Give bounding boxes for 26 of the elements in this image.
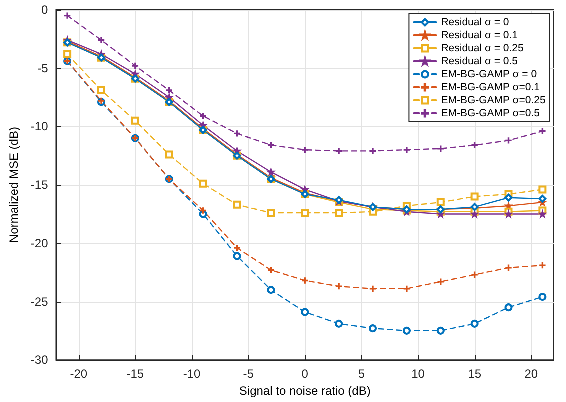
y-tick-label: -30 bbox=[30, 353, 49, 368]
x-tick-label: -15 bbox=[126, 367, 144, 382]
y-tick-label: -20 bbox=[30, 236, 49, 250]
legend-label: EM-BG-GAMP σ = 0 bbox=[441, 68, 538, 80]
x-tick-label: 15 bbox=[468, 367, 482, 382]
x-axis-title: Signal to noise ratio (dB) bbox=[239, 384, 371, 398]
x-tick-label: 0 bbox=[302, 367, 309, 382]
y-tick-label: 0 bbox=[42, 3, 49, 17]
y-tick-label: -25 bbox=[30, 294, 49, 309]
x-tick-label: 20 bbox=[524, 367, 538, 382]
legend-label: EM-BG-GAMP σ=0.5 bbox=[441, 108, 540, 120]
legend-label: Residual σ = 0 bbox=[441, 16, 510, 28]
x-tick-label: -10 bbox=[183, 367, 201, 382]
y-tick-label: -15 bbox=[30, 178, 49, 192]
x-tick-label: 5 bbox=[358, 367, 366, 382]
legend-label: Residual σ = 0.1 bbox=[441, 30, 518, 42]
y-axis-title: Normalized MSE (dB) bbox=[7, 127, 21, 244]
x-tick-label: 10 bbox=[412, 367, 426, 382]
x-tick-label: -20 bbox=[70, 367, 88, 382]
legend-label: Residual σ = 0.25 bbox=[441, 42, 524, 54]
y-tick-label: -5 bbox=[38, 61, 49, 76]
x-tick-label: -5 bbox=[243, 367, 254, 382]
legend-label: EM-BG-GAMP σ=0.25 bbox=[441, 94, 546, 106]
legend-label: Residual σ = 0.5 bbox=[441, 56, 518, 68]
y-tick-label: -10 bbox=[30, 120, 49, 134]
legend-label: EM-BG-GAMP σ=0.1 bbox=[441, 82, 540, 94]
